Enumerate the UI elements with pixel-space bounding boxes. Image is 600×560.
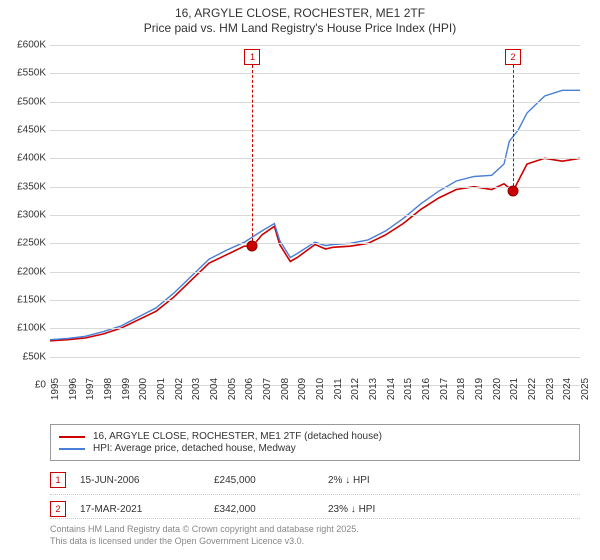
marker-dot-2	[508, 186, 519, 197]
x-axis-tick-label: 2011	[333, 378, 344, 400]
y-axis-tick-label: £600K	[17, 40, 46, 51]
x-axis-tick-label: 2013	[368, 378, 379, 400]
gridline	[50, 328, 580, 329]
x-axis-tick-label: 2006	[244, 378, 255, 400]
x-axis-tick-label: 2024	[562, 378, 573, 400]
titles: 16, ARGYLE CLOSE, ROCHESTER, ME1 2TF Pri…	[0, 0, 600, 35]
y-axis-tick-label: £100K	[17, 323, 46, 334]
x-axis-tick-label: 1999	[121, 378, 132, 400]
x-axis-tick-label: 2018	[456, 378, 467, 400]
legend-box: 16, ARGYLE CLOSE, ROCHESTER, ME1 2TF (de…	[50, 424, 580, 461]
x-axis-tick-label: 2004	[209, 378, 220, 400]
y-axis-tick-label: £50K	[23, 351, 46, 362]
gridline	[50, 187, 580, 188]
table-row: 1 15-JUN-2006 £245,000 2% ↓ HPI	[50, 466, 580, 494]
x-axis-tick-label: 2014	[386, 378, 397, 400]
legend-label-property: 16, ARGYLE CLOSE, ROCHESTER, ME1 2TF (de…	[93, 431, 382, 442]
x-axis-tick-label: 2003	[191, 378, 202, 400]
x-axis-tick-label: 2017	[439, 378, 450, 400]
transactions-table: 1 15-JUN-2006 £245,000 2% ↓ HPI 2 17-MAR…	[50, 466, 580, 523]
chart-container: 16, ARGYLE CLOSE, ROCHESTER, ME1 2TF Pri…	[0, 0, 600, 560]
gridline	[50, 158, 580, 159]
x-axis-tick-label: 2019	[474, 378, 485, 400]
x-axis-tick-label: 2015	[403, 378, 414, 400]
marker-box-1: 1	[244, 49, 260, 65]
gridline	[50, 102, 580, 103]
x-axis-tick-label: 1998	[103, 378, 114, 400]
x-axis-tick-label: 2007	[262, 378, 273, 400]
x-axis-tick-label: 2016	[421, 378, 432, 400]
y-axis-tick-label: £500K	[17, 96, 46, 107]
legend-item-hpi: HPI: Average price, detached house, Medw…	[59, 443, 571, 454]
x-axis-tick-label: 2023	[545, 378, 556, 400]
y-axis-tick-label: £200K	[17, 266, 46, 277]
marker-dash-1	[252, 65, 253, 246]
y-axis-tick-label: £150K	[17, 295, 46, 306]
legend-swatch-property	[59, 436, 85, 438]
footer-line-1: Contains HM Land Registry data © Crown c…	[50, 524, 580, 536]
x-axis-tick-label: 2020	[492, 378, 503, 400]
row-marker-2: 2	[50, 501, 66, 517]
row-date: 17-MAR-2021	[80, 504, 200, 515]
gridline	[50, 73, 580, 74]
x-axis-tick-label: 2000	[138, 378, 149, 400]
chart-plot-area: £0£50K£100K£150K£200K£250K£300K£350K£400…	[50, 45, 580, 385]
x-axis-tick-label: 2021	[509, 378, 520, 400]
gridline	[50, 130, 580, 131]
title-main: 16, ARGYLE CLOSE, ROCHESTER, ME1 2TF	[0, 6, 600, 20]
x-axis-tick-label: 2001	[156, 378, 167, 400]
x-axis-tick-label: 1995	[50, 378, 61, 400]
gridline	[50, 357, 580, 358]
row-date: 15-JUN-2006	[80, 475, 200, 486]
y-axis-tick-label: £450K	[17, 125, 46, 136]
y-axis-tick-label: £350K	[17, 181, 46, 192]
y-axis-tick-label: £300K	[17, 210, 46, 221]
y-axis-tick-label: £550K	[17, 68, 46, 79]
x-axis-tick-label: 2025	[580, 378, 591, 400]
footer-line-2: This data is licensed under the Open Gov…	[50, 536, 580, 548]
legend-swatch-hpi	[59, 448, 85, 450]
x-axis-tick-label: 2009	[297, 378, 308, 400]
gridline	[50, 243, 580, 244]
x-axis-tick-label: 1996	[68, 378, 79, 400]
gridline	[50, 215, 580, 216]
y-axis-tick-label: £250K	[17, 238, 46, 249]
title-sub: Price paid vs. HM Land Registry's House …	[0, 21, 600, 35]
x-axis-tick-label: 2022	[527, 378, 538, 400]
row-price: £342,000	[214, 504, 314, 515]
row-pct: 2% ↓ HPI	[328, 475, 438, 486]
x-axis-tick-label: 1997	[85, 378, 96, 400]
marker-dash-2	[513, 65, 514, 191]
x-axis-tick-label: 2012	[350, 378, 361, 400]
y-axis-tick-label: £400K	[17, 153, 46, 164]
y-axis-tick-label: £0	[35, 380, 46, 391]
row-price: £245,000	[214, 475, 314, 486]
footer-attribution: Contains HM Land Registry data © Crown c…	[50, 518, 580, 547]
marker-box-2: 2	[505, 49, 521, 65]
marker-dot-1	[247, 241, 258, 252]
legend-item-property: 16, ARGYLE CLOSE, ROCHESTER, ME1 2TF (de…	[59, 431, 571, 442]
gridline	[50, 272, 580, 273]
row-pct: 23% ↓ HPI	[328, 504, 438, 515]
x-axis-tick-label: 2010	[315, 378, 326, 400]
row-marker-1: 1	[50, 472, 66, 488]
legend-label-hpi: HPI: Average price, detached house, Medw…	[93, 443, 296, 454]
x-axis-tick-label: 2008	[280, 378, 291, 400]
x-axis-tick-label: 2002	[174, 378, 185, 400]
gridline	[50, 300, 580, 301]
gridline	[50, 45, 580, 46]
x-axis-tick-label: 2005	[227, 378, 238, 400]
